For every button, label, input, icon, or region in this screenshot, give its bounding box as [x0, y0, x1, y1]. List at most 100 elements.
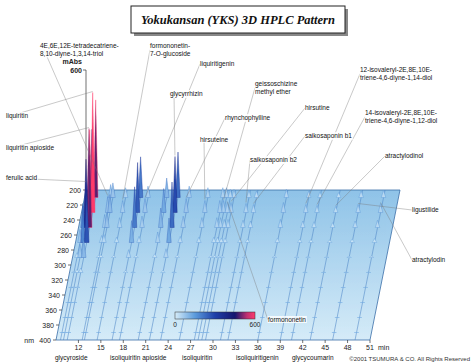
label-background — [412, 256, 447, 264]
peak-slice — [163, 317, 168, 318]
peak-slice — [366, 272, 371, 273]
peak-label-line: liquiritin — [6, 112, 28, 120]
peak-slice — [72, 287, 77, 289]
peak-slice — [137, 236, 142, 242]
peak-label-line: triene-4,6-diyne-1,14-diol — [360, 74, 433, 82]
z-tick — [83, 70, 86, 71]
y-tick — [80, 205, 83, 206]
x-tick-label: 21 — [142, 344, 150, 351]
leader-line — [336, 156, 385, 206]
leader-line — [123, 50, 150, 200]
plot-area — [60, 93, 386, 341]
peak-slice — [347, 256, 352, 257]
label-background — [385, 152, 425, 160]
label-background — [268, 316, 307, 323]
peak-slice — [275, 238, 280, 242]
peak-label-line: isoliquiritigenin — [236, 354, 279, 362]
peak-label-line: 4E,6E,12E-tetradecatriene- — [40, 42, 119, 49]
peak-slice — [70, 317, 75, 318]
z-axis-label: mAbs — [63, 58, 83, 65]
peak-slice — [344, 272, 349, 273]
peak-slice — [353, 221, 358, 228]
y-tick-label: 300 — [54, 262, 66, 269]
peak-label: liquiritin apioside — [6, 144, 54, 152]
label-background — [55, 354, 89, 362]
label-background — [305, 132, 353, 140]
label-background — [225, 114, 272, 122]
peak-slice — [129, 221, 134, 243]
peak-slice — [134, 255, 139, 257]
peak-slice — [117, 302, 122, 303]
peak-slice — [105, 287, 110, 288]
peak — [309, 190, 341, 340]
peak-slice — [235, 256, 240, 257]
x-tick-label: 42 — [299, 344, 307, 351]
peak-slice — [297, 302, 301, 303]
y-tick-label: 200 — [69, 187, 81, 194]
y-tick — [53, 340, 56, 341]
peak-label: saikosaponin b1 — [305, 132, 352, 140]
peak-slice — [120, 287, 125, 288]
peak-label: atractylodin — [412, 256, 446, 264]
peak-slice — [200, 302, 205, 303]
peak-slice — [111, 256, 116, 258]
peak-label-line: formononetin — [268, 316, 306, 323]
peak-slice — [111, 183, 116, 198]
y-tick-label: 400 — [39, 337, 51, 344]
peak-slice — [169, 287, 174, 288]
peak-slice — [350, 239, 355, 243]
peak-label: liquiritigenin — [200, 60, 235, 68]
peak-slice — [229, 287, 234, 288]
peak-slice — [281, 203, 286, 213]
peak-slice — [251, 205, 256, 213]
peak-slice — [76, 286, 81, 288]
peak-label: hirsutine — [305, 104, 330, 111]
peak-slice — [78, 244, 83, 257]
title-box — [131, 6, 345, 33]
peak-slice — [119, 332, 124, 333]
peak — [60, 173, 91, 340]
peak-slice — [158, 287, 163, 288]
peak-slice — [292, 272, 297, 273]
peak-slice — [120, 201, 125, 213]
peak-slice — [96, 332, 101, 333]
peak-slice — [336, 193, 341, 198]
label-background — [292, 354, 335, 362]
peak-slice — [201, 332, 206, 333]
peak-slice — [160, 332, 165, 333]
peak-slice — [191, 272, 196, 273]
label-background — [6, 112, 29, 120]
peak-slice — [260, 317, 265, 318]
peak-slice — [269, 272, 274, 273]
y-tick-label: 280 — [57, 247, 69, 254]
peak-slice — [209, 256, 214, 258]
peak-slice — [155, 302, 160, 303]
peak-label: glycyrrhizin — [170, 90, 203, 98]
peak-slice — [99, 317, 104, 318]
peak-slice — [223, 238, 228, 242]
peak-label-line: ligustilide — [412, 206, 439, 214]
peak-label: isoliquiritin apioside — [110, 354, 167, 362]
leader-line — [44, 50, 108, 196]
peak-slice — [300, 287, 304, 288]
peak-slice — [194, 332, 199, 333]
peak-slice — [372, 239, 377, 243]
peak-slice — [227, 332, 232, 333]
x-tick — [123, 340, 124, 343]
peak-slice — [82, 239, 87, 258]
peak-slice — [233, 302, 238, 303]
peak-slice — [220, 332, 225, 333]
x-tick-label: 51 — [366, 344, 374, 351]
peak-slice — [304, 205, 309, 213]
peak-slice — [303, 272, 307, 273]
x-tick-label: 18 — [119, 344, 127, 351]
peak-slice — [284, 189, 289, 197]
x-tick-label: 30 — [209, 344, 217, 351]
peak-slice — [96, 271, 101, 273]
peak-label-line: glycyrrhizin — [170, 90, 203, 98]
peak-slice — [218, 201, 223, 213]
peak-slice — [206, 272, 211, 273]
x-tick — [235, 340, 236, 343]
plot-floor — [56, 190, 400, 340]
peak-slice — [266, 287, 271, 288]
